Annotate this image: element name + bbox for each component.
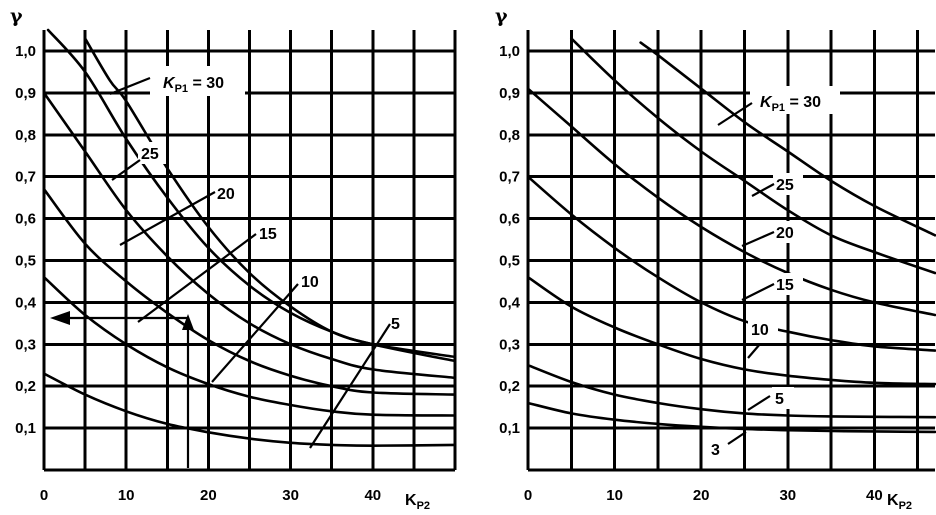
right-chart: 0,10,20,30,40,50,60,70,80,91,00 10 20 30 40 … (495, 5, 936, 512)
right-curve-25 (570, 37, 936, 275)
left-x-axis-label: KP2 (405, 492, 430, 512)
right-y-tick-label: 0,1 (499, 420, 520, 437)
right-label-bg-25 (773, 173, 803, 195)
right-grid (526, 30, 935, 472)
right-leader-5 (747, 395, 771, 411)
left-leader-30 (109, 76, 151, 96)
right-y-tick-label: 0,2 (499, 378, 520, 395)
right-curve-label-5: 5 (775, 391, 784, 408)
right-y-axis-label: γ (495, 5, 508, 27)
right-curve-20 (526, 87, 936, 317)
right-y-tick-label: 0,3 (499, 336, 520, 353)
right-curve-label-15: 15 (776, 277, 794, 294)
left-curve-15 (42, 187, 457, 396)
left-leader-20 (119, 191, 216, 246)
left-curve-10 (42, 275, 457, 417)
left-label-bg-30 (150, 66, 245, 96)
left-tick-labels: 0,1 0,2 0,3 0,4 0,5 0,6 0,7 0,8 0,9 1,0 0 10 20 30 40 (15, 43, 381, 504)
left-x-tick-label: 10 (118, 487, 135, 504)
left-read-arrowhead-up (182, 314, 194, 330)
left-curve-5 (42, 372, 457, 447)
right-curve-label-20: 20 (776, 225, 794, 242)
right-label-bg-10 (748, 318, 778, 340)
right-leader-3 (727, 431, 747, 445)
left-curve-label-25: 25 (141, 146, 159, 163)
right-curve-15 (526, 175, 936, 352)
left-chart: 0,10,20,30,40,50,60,70,80,91,00 10 20 30 40 … (10, 5, 457, 512)
right-y-tick-label: 0,7 (499, 169, 520, 186)
left-y-tick-label: 1,0 (15, 43, 36, 60)
right-x-tick-label: 10 (606, 487, 623, 504)
right-x-tick-label: 30 (779, 487, 796, 504)
left-curve-label-20: 20 (217, 186, 235, 203)
left-leader-25 (111, 159, 141, 181)
right-leader-30 (717, 102, 753, 126)
right-leader-15 (741, 283, 775, 301)
right-curve-label-25: 25 (776, 177, 794, 194)
right-curve-10 (526, 275, 936, 386)
left-read-arrowhead-left (50, 311, 70, 325)
left-y-tick-label: 0,9 (15, 85, 36, 102)
right-x-tick-label: 20 (693, 487, 710, 504)
left-y-tick-label: 0,3 (15, 336, 36, 353)
right-x-axis-label: KP2 (887, 492, 912, 512)
right-y-tick-label: 0,6 (499, 211, 520, 228)
right-label-bg-20 (773, 221, 803, 243)
left-grid (42, 30, 457, 472)
left-x-tick-label: 40 (364, 487, 381, 504)
right-y-tick-label: 0,8 (499, 127, 520, 144)
right-curve-label-10: 10 (751, 322, 769, 339)
right-y-tick-label: 0,9 (499, 85, 520, 102)
left-y-tick-label: 0,4 (15, 294, 37, 311)
right-tick-labels: 0,1 0,2 0,3 0,4 0,5 0,6 0,7 0,8 0,9 1,0 0 10 20 30 40 (499, 43, 883, 504)
left-y-tick-label: 0,2 (15, 378, 36, 395)
left-label-bg-5 (388, 312, 410, 334)
left-curve-label-10: 10 (301, 274, 319, 291)
left-label-bg-15 (256, 222, 286, 244)
left-label-bg-10 (298, 270, 328, 292)
left-x-tick-label: 0 (40, 487, 48, 504)
right-curve-5 (526, 363, 936, 419)
right-label-bg-30 (750, 86, 840, 114)
left-leader-10 (211, 283, 299, 383)
left-label-bg-20 (214, 182, 244, 204)
left-x-tick-label: 30 (282, 487, 299, 504)
left-y-tick-label: 0,1 (15, 420, 36, 437)
right-leader-10 (747, 343, 761, 359)
right-label-bg-3 (708, 438, 730, 460)
right-y-tick-label: 0,5 (499, 252, 520, 269)
right-label-bg-15 (773, 273, 803, 295)
left-leader-15 (137, 233, 257, 323)
right-x-tick-label: 0 (524, 487, 532, 504)
left-y-tick-label: 0,7 (15, 169, 36, 186)
right-curves (526, 37, 936, 434)
left-curve-20 (42, 91, 457, 380)
right-x-tick-label: 40 (866, 487, 883, 504)
left-curve-label-15: 15 (259, 226, 277, 243)
left-y-axis-label: γ (10, 5, 23, 27)
right-curve-3 (526, 401, 936, 434)
left-y-tick-label: 0,6 (15, 211, 36, 228)
right-y-tick-label: 1,0 (499, 43, 520, 60)
right-curve-label-3: 3 (711, 442, 720, 459)
right-label-bg-5 (772, 387, 794, 409)
left-y-tick-label: 0,5 (15, 252, 36, 269)
left-curve-label-30: KP1 = 30 (163, 75, 224, 95)
left-leader-5 (309, 323, 391, 449)
left-curve-label-5: 5 (391, 316, 400, 333)
right-leader-25 (751, 183, 775, 197)
right-y-tick-label: 0,4 (499, 294, 521, 311)
left-label-bg-25 (138, 142, 166, 164)
left-y-tick-label: 0,8 (15, 127, 36, 144)
right-leader-20 (741, 230, 775, 248)
left-x-tick-label: 20 (200, 487, 217, 504)
right-curve-30 (639, 41, 936, 237)
right-curve-label-30: KP1 = 30 (760, 94, 821, 114)
